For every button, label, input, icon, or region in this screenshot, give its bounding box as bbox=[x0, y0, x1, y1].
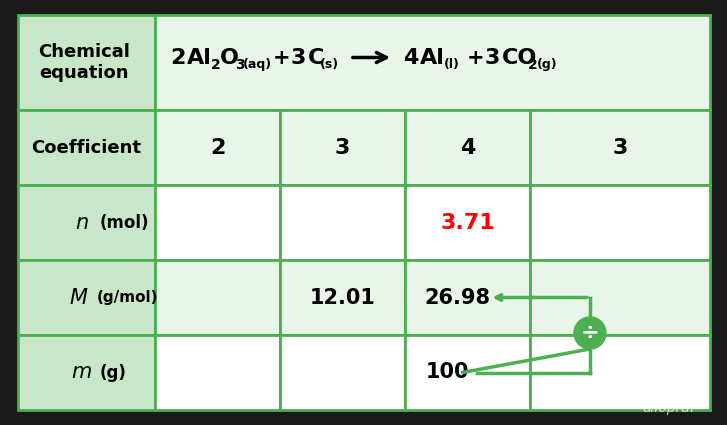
Text: (g/mol): (g/mol) bbox=[97, 290, 158, 305]
Text: 4: 4 bbox=[459, 138, 475, 158]
FancyBboxPatch shape bbox=[405, 110, 530, 185]
FancyBboxPatch shape bbox=[18, 260, 155, 335]
Text: 3: 3 bbox=[335, 138, 350, 158]
FancyBboxPatch shape bbox=[530, 260, 710, 335]
Text: (l): (l) bbox=[444, 58, 460, 71]
FancyBboxPatch shape bbox=[405, 185, 530, 260]
Text: $n$: $n$ bbox=[75, 212, 89, 232]
Text: Chemical
equation: Chemical equation bbox=[39, 43, 130, 82]
FancyBboxPatch shape bbox=[155, 15, 710, 110]
Text: $M$: $M$ bbox=[69, 287, 88, 308]
Text: 2: 2 bbox=[211, 57, 221, 71]
FancyBboxPatch shape bbox=[530, 335, 710, 410]
FancyArrowPatch shape bbox=[353, 53, 386, 62]
FancyBboxPatch shape bbox=[405, 335, 530, 410]
Text: 100: 100 bbox=[426, 363, 469, 382]
FancyBboxPatch shape bbox=[530, 110, 710, 185]
FancyBboxPatch shape bbox=[155, 185, 280, 260]
FancyBboxPatch shape bbox=[18, 110, 155, 185]
FancyBboxPatch shape bbox=[280, 185, 405, 260]
FancyBboxPatch shape bbox=[155, 335, 280, 410]
Text: 3.71: 3.71 bbox=[440, 212, 495, 232]
Text: 2: 2 bbox=[210, 138, 225, 158]
Text: 3: 3 bbox=[291, 48, 306, 68]
Text: +: + bbox=[273, 48, 291, 68]
Text: 2: 2 bbox=[528, 57, 538, 71]
Circle shape bbox=[574, 317, 606, 349]
FancyBboxPatch shape bbox=[18, 185, 155, 260]
Text: $m$: $m$ bbox=[71, 363, 92, 382]
Text: (mol): (mol) bbox=[100, 213, 149, 232]
Text: Al: Al bbox=[420, 48, 445, 68]
FancyBboxPatch shape bbox=[155, 110, 280, 185]
FancyBboxPatch shape bbox=[280, 335, 405, 410]
FancyBboxPatch shape bbox=[18, 15, 155, 110]
Text: 3: 3 bbox=[235, 57, 244, 71]
Text: O: O bbox=[220, 48, 239, 68]
Text: 2: 2 bbox=[170, 48, 185, 68]
Text: 3: 3 bbox=[485, 48, 500, 68]
Text: +: + bbox=[467, 48, 485, 68]
Text: 12.01: 12.01 bbox=[310, 287, 375, 308]
Text: C: C bbox=[308, 48, 324, 68]
FancyBboxPatch shape bbox=[280, 110, 405, 185]
FancyBboxPatch shape bbox=[405, 260, 530, 335]
Text: (aq): (aq) bbox=[243, 58, 272, 71]
Text: allopraf: allopraf bbox=[643, 401, 695, 415]
FancyBboxPatch shape bbox=[155, 260, 280, 335]
Text: CO: CO bbox=[502, 48, 537, 68]
Text: ÷: ÷ bbox=[581, 323, 599, 343]
FancyBboxPatch shape bbox=[530, 185, 710, 260]
Text: 3: 3 bbox=[612, 138, 627, 158]
FancyBboxPatch shape bbox=[280, 260, 405, 335]
FancyBboxPatch shape bbox=[18, 335, 155, 410]
Text: Al: Al bbox=[187, 48, 212, 68]
Text: Coefficient: Coefficient bbox=[31, 139, 142, 156]
Text: (g): (g) bbox=[537, 58, 558, 71]
Text: (s): (s) bbox=[320, 58, 339, 71]
Text: 4: 4 bbox=[403, 48, 418, 68]
Text: (g): (g) bbox=[100, 363, 126, 382]
Text: 26.98: 26.98 bbox=[425, 287, 491, 308]
